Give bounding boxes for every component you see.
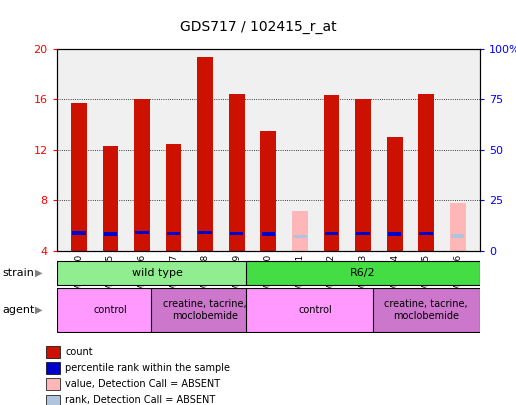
Text: strain: strain — [3, 268, 35, 278]
Text: ▶: ▶ — [35, 268, 43, 278]
Bar — [104, 232, 117, 236]
Text: control: control — [299, 305, 332, 315]
Bar — [135, 231, 149, 234]
Bar — [197, 58, 213, 251]
Text: value, Detection Call = ABSENT: value, Detection Call = ABSENT — [65, 379, 220, 389]
Bar — [420, 232, 433, 235]
Bar — [386, 137, 402, 251]
FancyBboxPatch shape — [246, 288, 385, 332]
Text: creatine, tacrine,
moclobemide: creatine, tacrine, moclobemide — [164, 299, 247, 321]
Text: control: control — [93, 305, 127, 315]
Bar — [262, 232, 275, 236]
Bar — [46, 378, 59, 390]
Bar — [324, 96, 340, 251]
Text: rank, Detection Call = ABSENT: rank, Detection Call = ABSENT — [65, 395, 216, 405]
Bar — [355, 99, 371, 251]
Bar — [451, 234, 464, 238]
Text: GDS717 / 102415_r_at: GDS717 / 102415_r_at — [180, 20, 336, 34]
FancyBboxPatch shape — [373, 288, 480, 332]
Bar — [388, 232, 401, 236]
Text: agent: agent — [3, 305, 35, 315]
Bar — [46, 362, 59, 374]
Bar — [134, 99, 150, 251]
FancyBboxPatch shape — [152, 288, 259, 332]
Bar — [418, 94, 434, 251]
Bar — [166, 143, 182, 251]
Bar — [325, 232, 338, 235]
Bar — [72, 231, 86, 234]
Bar — [261, 131, 276, 251]
Text: ▶: ▶ — [35, 305, 43, 315]
Bar — [229, 94, 245, 251]
Bar — [199, 231, 212, 234]
Bar — [357, 232, 370, 235]
Bar — [103, 146, 118, 251]
Bar — [230, 232, 244, 235]
Bar — [71, 103, 87, 251]
Bar — [450, 203, 465, 251]
Text: count: count — [65, 347, 93, 357]
Bar — [293, 235, 307, 238]
FancyBboxPatch shape — [57, 288, 164, 332]
Bar — [46, 346, 59, 358]
FancyBboxPatch shape — [57, 261, 259, 285]
Text: percentile rank within the sample: percentile rank within the sample — [65, 363, 230, 373]
Bar — [292, 211, 308, 251]
Text: creatine, tacrine,
moclobemide: creatine, tacrine, moclobemide — [384, 299, 468, 321]
Text: wild type: wild type — [133, 268, 183, 278]
Bar — [46, 394, 59, 405]
Bar — [167, 232, 180, 235]
Text: R6/2: R6/2 — [350, 268, 376, 278]
FancyBboxPatch shape — [246, 261, 480, 285]
